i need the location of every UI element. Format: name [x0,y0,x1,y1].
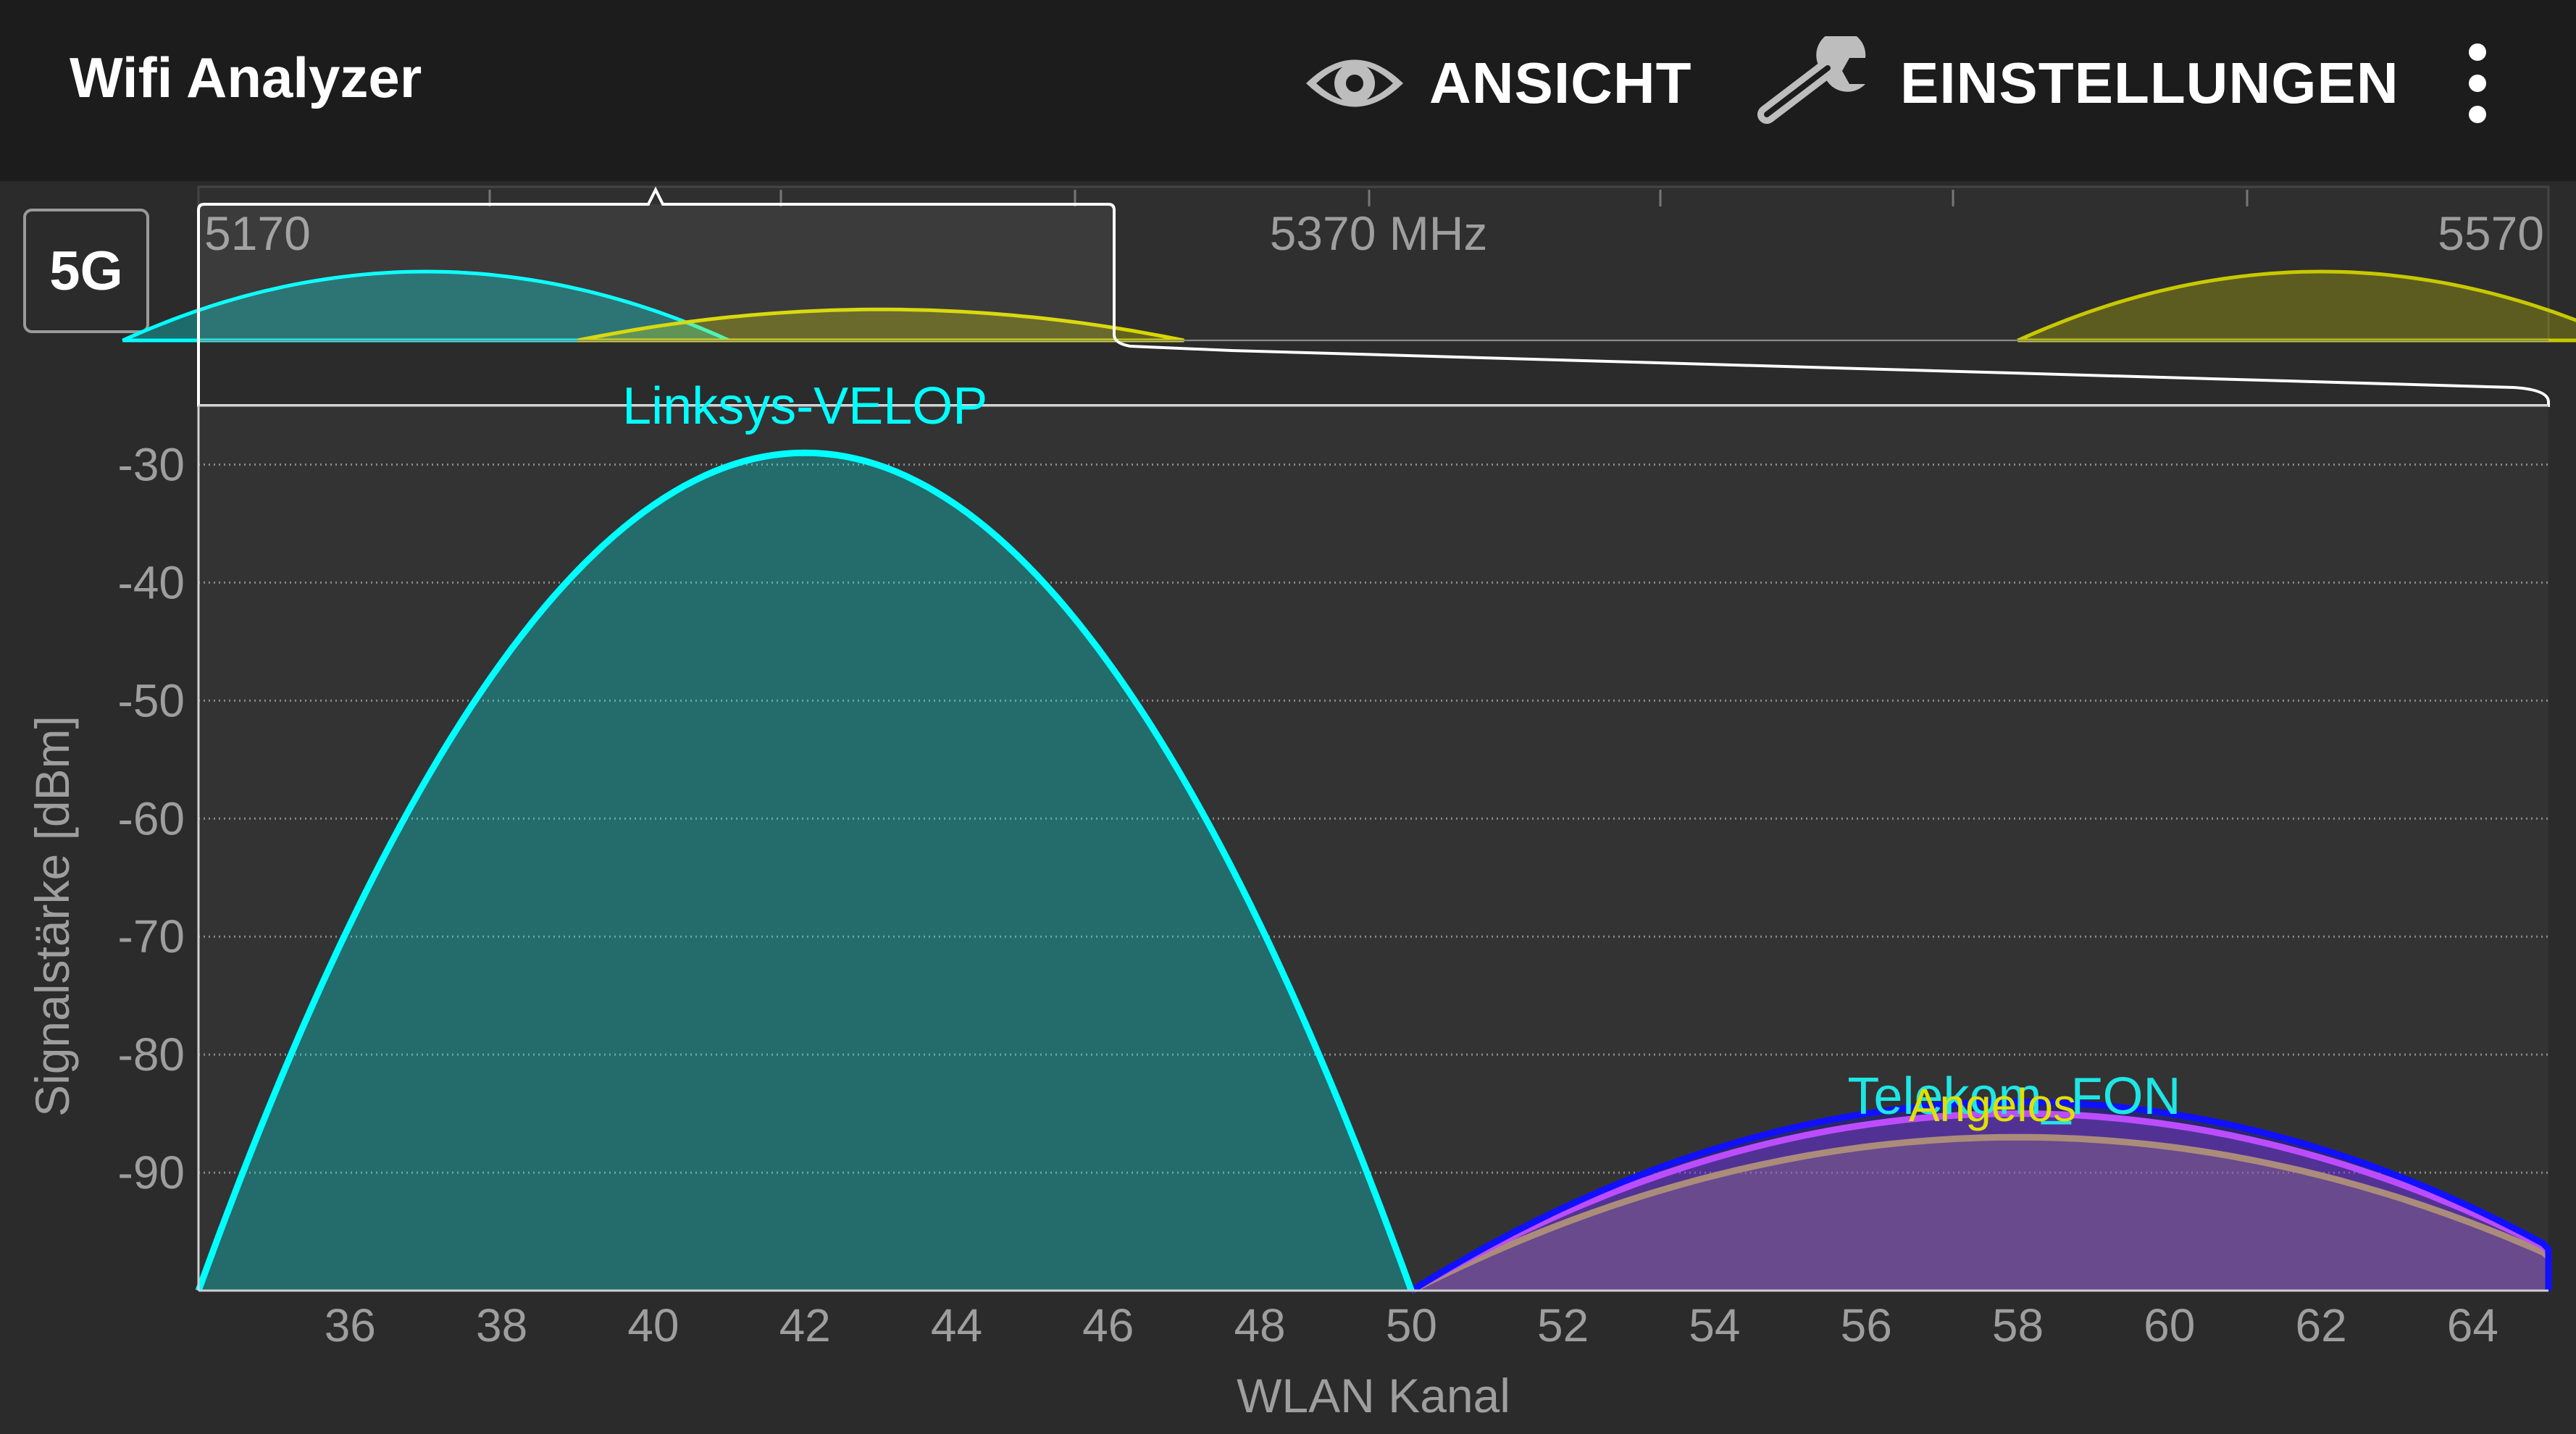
x-tick-label: 44 [931,1299,982,1351]
chart: 5170 5370 MHz 5570 -30 -40 -50 -60 -70 -80 -90… [25,185,2576,1422]
settings-button[interactable]: EINSTELLUNGEN [1757,29,2399,138]
overview-freq-mid: 5370 MHz [1270,206,1488,260]
overview-network-curve [577,307,1184,343]
y-tick-label: -50 [118,674,185,726]
grid-lines [198,463,2548,1174]
x-tick-label: 54 [1689,1299,1740,1351]
network-curves [195,449,2552,1294]
y-tick-label: -90 [118,1146,185,1199]
band-toggle-button[interactable]: 5G [23,209,149,333]
x-tick-label: 60 [2144,1299,2195,1351]
overview-freq-end: 5570 [2438,206,2544,260]
x-tick-label: 52 [1537,1299,1589,1351]
app-title: Wifi Analyzer [70,46,422,109]
network-curve-fill [198,453,1412,1291]
x-tick-label: 58 [1992,1299,2044,1351]
x-tick-label: 42 [779,1299,831,1351]
overview-zoom-window[interactable] [197,186,2550,407]
network-curve[interactable] [195,449,1415,1292]
network-label: Linksys-VELOP [622,377,987,435]
network-curve-fill [1411,1102,2548,1291]
overview-network-curve [2017,269,2576,343]
x-tick-label: 40 [627,1299,679,1351]
x-tick-label: 38 [476,1299,527,1351]
overview-freq-start: 5170 [204,206,311,260]
overview-networks [122,269,2576,343]
overflow-menu-icon[interactable] [2452,36,2503,130]
view-button[interactable]: ANSICHT [1300,29,1692,138]
settings-label: EINSTELLUNGEN [1900,51,2399,115]
y-tick-label: -30 [118,438,185,490]
network-curve-fill [1411,1113,2548,1291]
eye-icon [1306,59,1403,107]
x-axis-label: WLAN Kanal [1237,1369,1510,1422]
network-curve[interactable] [1410,1110,2552,1293]
x-tick-label: 56 [1841,1299,1892,1351]
plot-area: -30 -40 -50 -60 -70 -80 -90 36 38 40 42 44 46 48 50 52… [25,377,2552,1422]
y-tick-label: -80 [118,1028,185,1081]
view-label: ANSICHT [1429,51,1692,115]
wrench-icon [1757,36,1866,124]
app-bar: Wifi Analyzer ANSICHT EINSTELLUNGEN [0,0,2576,181]
x-tick-label: 62 [2295,1299,2346,1351]
network-curve[interactable] [1410,1133,2552,1294]
overview-panel[interactable]: 5170 5370 MHz 5570 [122,185,2576,407]
network-curve[interactable] [1409,1098,2552,1293]
x-axis-ticks: 36 38 40 42 44 46 48 50 52 54 56 58 60 62 64 [325,1299,2498,1351]
y-axis-label: Signalstärke [dBm] [25,716,79,1117]
network-curve-fill [1411,1137,2548,1291]
x-tick-label: 48 [1234,1299,1285,1351]
overview-network-curve [122,269,730,343]
y-tick-label: -40 [118,556,185,608]
x-tick-label: 64 [2447,1299,2498,1351]
network-label: Angelos [1909,1079,2076,1131]
y-tick-label: -60 [118,792,185,844]
y-axis-ticks: -30 -40 -50 -60 -70 -80 -90 [118,438,185,1199]
network-label: Telekom_FON [1847,1068,2180,1125]
x-tick-label: 50 [1386,1299,1437,1351]
x-tick-label: 36 [325,1299,376,1351]
y-tick-label: -70 [118,910,185,963]
x-tick-label: 46 [1082,1299,1134,1351]
